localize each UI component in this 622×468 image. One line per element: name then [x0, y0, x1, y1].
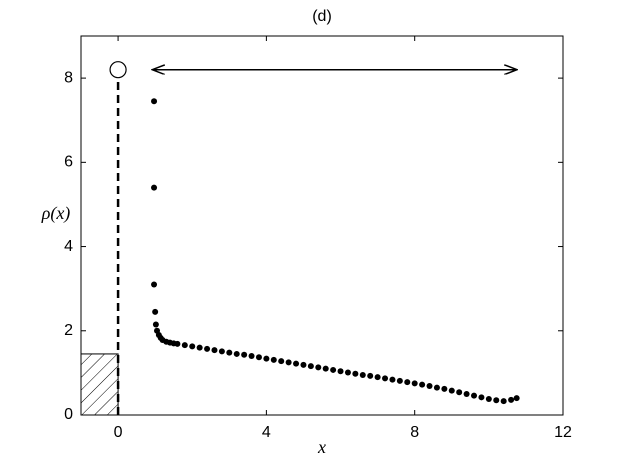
data-point: [404, 379, 411, 386]
data-point: [471, 392, 478, 399]
data-point: [463, 390, 470, 397]
data-point: [152, 308, 159, 315]
data-point: [367, 372, 374, 379]
y-tick-label: 0: [64, 406, 73, 423]
data-point: [278, 358, 285, 365]
data-point: [493, 397, 500, 404]
data-point: [322, 365, 329, 372]
chart-title: (d): [312, 8, 332, 25]
data-point: [337, 368, 344, 375]
data-point: [151, 184, 158, 191]
data-point: [152, 321, 159, 328]
data-point: [181, 342, 188, 349]
data-point: [426, 382, 433, 389]
y-tick-label: 8: [64, 69, 73, 86]
data-point: [419, 381, 426, 388]
data-point: [330, 366, 337, 373]
data-point: [241, 351, 248, 358]
data-point: [456, 389, 463, 396]
data-point: [374, 374, 381, 381]
data-point: [441, 385, 448, 392]
x-tick-label: 12: [554, 424, 572, 441]
data-point: [204, 345, 211, 352]
data-point: [389, 376, 396, 383]
data-point: [285, 359, 292, 366]
y-tick-label: 4: [64, 238, 73, 255]
data-point: [508, 396, 515, 403]
data-point: [263, 355, 270, 362]
data-point: [189, 343, 196, 350]
x-tick-label: 4: [262, 424, 271, 441]
data-point: [485, 395, 492, 402]
data-point: [411, 380, 418, 387]
data-point: [396, 377, 403, 384]
data-point: [315, 364, 322, 371]
data-point: [196, 344, 203, 351]
data-point: [344, 369, 351, 376]
x-tick-label: 0: [114, 424, 123, 441]
y-tick-label: 2: [64, 322, 73, 339]
hatched-block: [80, 353, 119, 416]
data-point: [300, 361, 307, 368]
data-point: [270, 356, 277, 363]
axes-box: [80, 35, 564, 416]
data-point: [352, 370, 359, 377]
data-point: [218, 348, 225, 355]
delta-circle: [109, 61, 127, 79]
data-point: [500, 398, 507, 405]
data-point: [448, 387, 455, 394]
x-tick-label: 8: [410, 424, 419, 441]
data-point: [307, 363, 314, 370]
data-point: [211, 347, 218, 354]
data-point: [226, 349, 233, 356]
data-point: [255, 354, 262, 361]
y-axis-label: ρ(x): [41, 203, 71, 224]
data-point: [382, 375, 389, 382]
data-point: [293, 360, 300, 367]
data-point: [174, 340, 181, 347]
data-point: [233, 350, 240, 357]
y-tick-label: 6: [64, 154, 73, 171]
data-point: [433, 384, 440, 391]
data-point: [478, 394, 485, 401]
data-point: [151, 98, 158, 105]
data-point: [513, 395, 520, 402]
data-point: [359, 371, 366, 378]
data-point: [248, 353, 255, 360]
x-axis-label: x: [317, 437, 326, 457]
data-point: [151, 281, 158, 288]
